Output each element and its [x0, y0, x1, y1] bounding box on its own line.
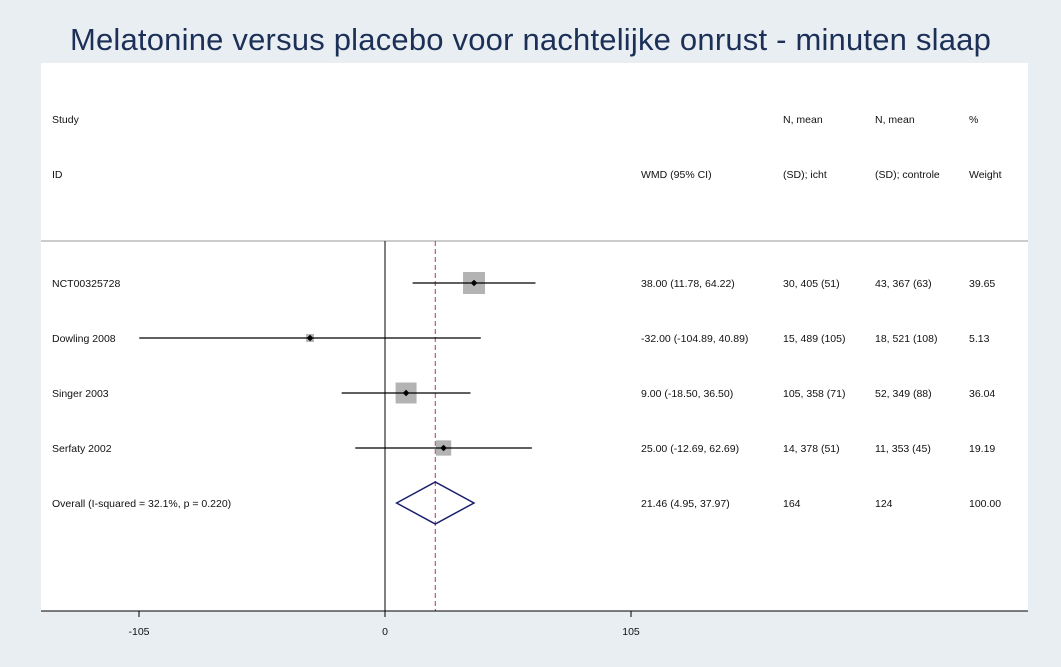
x-tick-label: 0	[382, 626, 388, 638]
header-n2-line2: (SD); controle	[875, 169, 940, 181]
overall-n1-text: 164	[783, 498, 801, 510]
header-effect: WMD (95% CI)	[641, 169, 712, 181]
study-ci-text: -32.00 (-104.89, 40.89)	[641, 333, 748, 345]
study-weight-text: 39.65	[969, 278, 995, 290]
study-n1-text: 105, 358 (71)	[783, 388, 845, 400]
study-point-estimate	[402, 389, 410, 397]
study-point-estimate	[470, 279, 478, 287]
study-label: Serfaty 2002	[52, 443, 112, 455]
study-n2-text: 18, 521 (108)	[875, 333, 937, 345]
overall-n2-text: 124	[875, 498, 893, 510]
study-ci-text: 25.00 (-12.69, 62.69)	[641, 443, 739, 455]
overall-diamond	[395, 481, 476, 525]
study-n1-text: 15, 489 (105)	[783, 333, 845, 345]
study-label: Singer 2003	[52, 388, 109, 400]
study-n2-text: 11, 353 (45)	[875, 443, 931, 455]
overall-ci-text: 21.46 (4.95, 37.97)	[641, 498, 730, 510]
study-weight-text: 5.13	[969, 333, 990, 345]
header-id: ID	[52, 169, 63, 181]
overall-weight-text: 100.00	[969, 498, 1001, 510]
study-weight-text: 19.19	[969, 443, 995, 455]
x-tick-label: 105	[622, 626, 640, 638]
header-weight-line1: %	[969, 114, 978, 126]
forest-plot: Study ID WMD (95% CI) N, mean (SD); icht N, m…	[41, 114, 1028, 638]
study-point-estimate	[440, 444, 447, 452]
header-n1-line1: N, mean	[783, 114, 823, 126]
study-ci-text: 38.00 (11.78, 64.22)	[641, 278, 735, 290]
header-weight-line2: Weight	[969, 169, 1002, 181]
header-study: Study	[52, 114, 80, 126]
plot-panel: Study ID WMD (95% CI) N, mean (SD); icht N, m…	[41, 63, 1028, 638]
study-n2-text: 43, 367 (63)	[875, 278, 932, 290]
study-n1-text: 30, 405 (51)	[783, 278, 840, 290]
study-point-estimate	[306, 334, 314, 342]
overall-label: Overall (I-squared = 32.1%, p = 0.220)	[52, 498, 231, 510]
x-tick-label: -105	[128, 626, 149, 638]
header-n1-line2: (SD); icht	[783, 169, 827, 181]
chart-title: Melatonine versus placebo voor nachtelij…	[69, 22, 992, 57]
study-label: NCT00325728	[52, 278, 120, 290]
study-n1-text: 14, 378 (51)	[783, 443, 840, 455]
study-ci-text: 9.00 (-18.50, 36.50)	[641, 388, 733, 400]
study-weight-text: 36.04	[969, 388, 995, 400]
study-n2-text: 52, 349 (88)	[875, 388, 932, 400]
study-label: Dowling 2008	[52, 333, 116, 345]
header-n2-line1: N, mean	[875, 114, 915, 126]
